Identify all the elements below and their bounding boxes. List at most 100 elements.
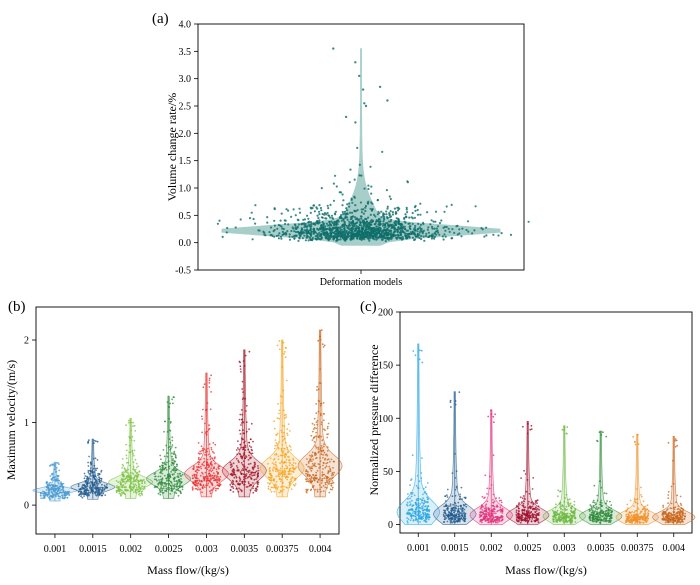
point-panel-c-0 bbox=[416, 475, 419, 477]
point-a bbox=[382, 213, 385, 216]
point-panel-b-5 bbox=[229, 461, 232, 464]
point-panel-b-3 bbox=[160, 482, 163, 485]
point-panel-b-4 bbox=[203, 486, 206, 488]
point-panel-b-3 bbox=[180, 485, 183, 488]
point-panel-b-6 bbox=[281, 475, 284, 478]
point-panel-b-5 bbox=[242, 421, 245, 424]
point-a bbox=[354, 61, 357, 64]
point-panel-c-0 bbox=[422, 487, 425, 490]
point-panel-b-7 bbox=[329, 467, 331, 470]
point-panel-b-1 bbox=[91, 469, 94, 472]
point-panel-c-0 bbox=[411, 492, 414, 494]
point-panel-b-1 bbox=[87, 442, 89, 444]
point-a bbox=[442, 226, 445, 229]
point-panel-b-6 bbox=[285, 464, 287, 467]
panel-b-x-tick-label: 0.0025 bbox=[155, 544, 183, 555]
point-panel-b-7 bbox=[313, 441, 316, 443]
point-panel-b-3 bbox=[170, 464, 173, 466]
point-panel-b-6 bbox=[283, 417, 286, 419]
point-panel-b-5 bbox=[249, 462, 252, 465]
point-panel-c-2 bbox=[494, 512, 497, 515]
point-panel-b-3 bbox=[161, 472, 164, 475]
point-a bbox=[297, 219, 300, 222]
point-a bbox=[324, 217, 327, 220]
point-panel-c-4 bbox=[573, 500, 576, 503]
point-a bbox=[360, 174, 363, 177]
point-panel-b-2 bbox=[122, 465, 125, 467]
point-panel-b-7 bbox=[321, 471, 324, 474]
point-panel-b-6 bbox=[282, 389, 285, 392]
point-panel-b-2 bbox=[125, 449, 128, 452]
point-panel-b-2 bbox=[134, 488, 137, 491]
point-a bbox=[408, 225, 411, 228]
point-panel-b-2 bbox=[143, 487, 146, 490]
point-panel-b-3 bbox=[174, 453, 177, 456]
point-panel-b-6 bbox=[283, 447, 286, 450]
point-panel-c-3 bbox=[532, 502, 535, 505]
point-panel-b-0 bbox=[58, 487, 61, 490]
point-a bbox=[393, 230, 397, 233]
point-a bbox=[406, 211, 409, 214]
point-panel-c-2 bbox=[481, 509, 484, 511]
point-panel-b-6 bbox=[288, 445, 291, 447]
point-panel-c-2 bbox=[498, 499, 501, 502]
point-a bbox=[300, 227, 303, 230]
point-panel-b-1 bbox=[87, 469, 90, 472]
point-panel-b-7 bbox=[317, 436, 320, 439]
point-panel-b-6 bbox=[277, 458, 280, 461]
point-panel-c-2 bbox=[490, 413, 493, 415]
point-panel-b-6 bbox=[292, 462, 295, 464]
point-panel-b-4 bbox=[218, 477, 221, 480]
point-panel-c-2 bbox=[488, 521, 490, 524]
point-panel-c-0 bbox=[409, 512, 412, 515]
point-panel-b-4 bbox=[199, 480, 201, 483]
point-a bbox=[332, 235, 335, 238]
point-panel-b-6 bbox=[281, 366, 284, 368]
point-panel-b-6 bbox=[272, 466, 275, 468]
point-a bbox=[348, 220, 351, 223]
point-panel-b-7 bbox=[310, 434, 313, 437]
point-a bbox=[380, 210, 383, 213]
point-panel-b-3 bbox=[159, 475, 162, 478]
panel-b-y-tick-label: 2 bbox=[24, 336, 29, 347]
point-panel-c-0 bbox=[419, 498, 422, 501]
point-panel-b-7 bbox=[317, 399, 320, 402]
point-panel-b-4 bbox=[218, 480, 221, 482]
point-a bbox=[433, 232, 437, 235]
point-panel-c-2 bbox=[496, 517, 499, 519]
point-panel-b-4 bbox=[205, 454, 208, 457]
point-panel-b-7 bbox=[319, 460, 322, 462]
point-panel-b-5 bbox=[251, 471, 254, 474]
point-a bbox=[268, 231, 271, 234]
point-panel-b-1 bbox=[98, 478, 100, 481]
point-panel-c-2 bbox=[501, 510, 504, 512]
point-panel-c-5 bbox=[595, 515, 597, 518]
panel-b-x-tick-label: 0.003 bbox=[195, 544, 218, 555]
point-panel-b-6 bbox=[291, 467, 294, 470]
point-panel-c-1 bbox=[464, 515, 467, 518]
point-a bbox=[298, 211, 302, 214]
point-panel-b-7 bbox=[316, 481, 319, 484]
point-panel-b-3 bbox=[172, 396, 175, 399]
point-a bbox=[277, 234, 280, 237]
point-panel-b-7 bbox=[316, 423, 319, 426]
point-panel-b-0 bbox=[47, 491, 50, 494]
point-panel-b-3 bbox=[162, 481, 164, 484]
point-a bbox=[408, 235, 411, 238]
point-panel-b-4 bbox=[209, 473, 212, 476]
point-panel-b-5 bbox=[247, 448, 250, 451]
point-panel-b-1 bbox=[92, 457, 95, 460]
point-panel-c-1 bbox=[449, 517, 452, 520]
point-panel-b-4 bbox=[212, 487, 215, 490]
point-panel-b-5 bbox=[253, 461, 256, 464]
point-panel-b-1 bbox=[90, 462, 92, 464]
point-panel-b-4 bbox=[210, 470, 213, 473]
point-panel-c-2 bbox=[492, 520, 495, 523]
point-panel-b-2 bbox=[133, 485, 136, 488]
point-panel-b-0 bbox=[65, 494, 68, 497]
point-a bbox=[416, 230, 419, 233]
point-panel-b-3 bbox=[169, 441, 172, 444]
point-panel-b-3 bbox=[160, 468, 162, 471]
point-panel-c-0 bbox=[414, 508, 417, 511]
point-panel-b-7 bbox=[315, 474, 318, 477]
